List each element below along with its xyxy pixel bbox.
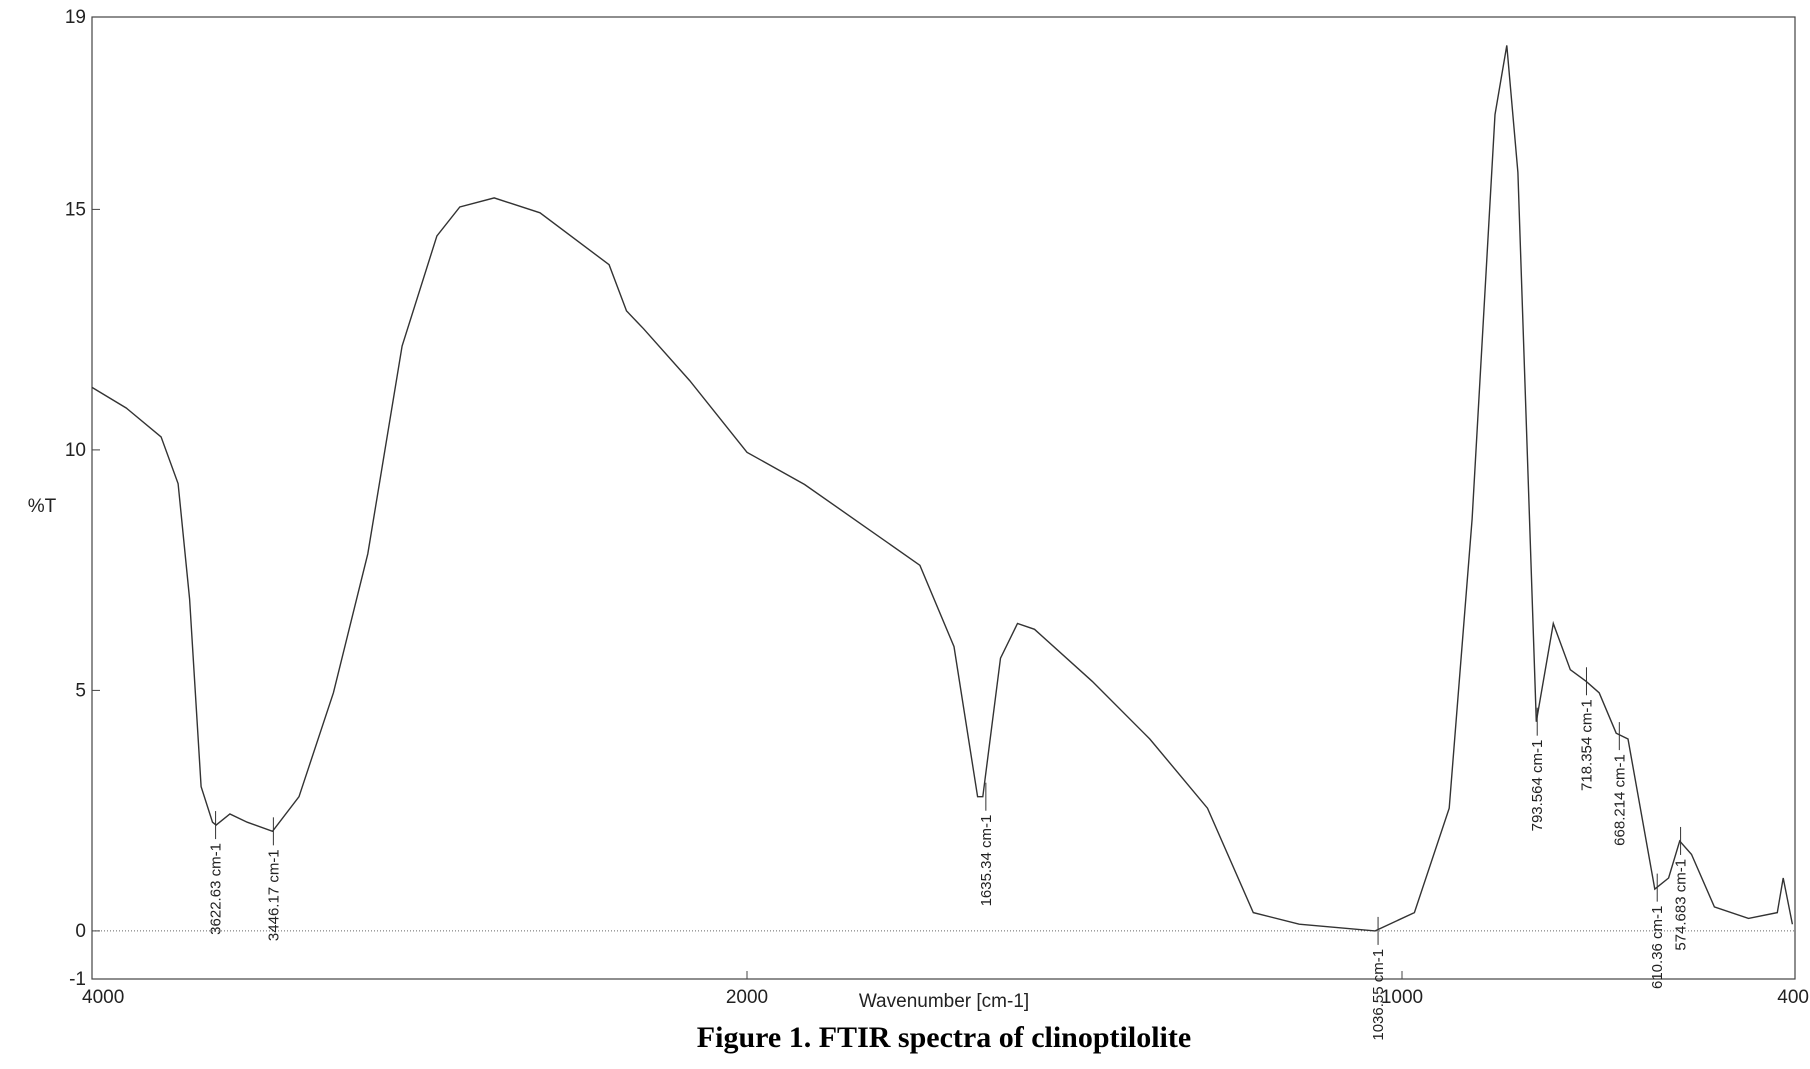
peak-label: 1635.34 cm-1 bbox=[978, 815, 995, 907]
x-tick-label: 1000 bbox=[1381, 987, 1423, 1008]
peak-label: 668.214 cm-1 bbox=[1611, 754, 1628, 846]
y-tick-label: 10 bbox=[65, 440, 86, 461]
x-tick-label: 4000 bbox=[82, 987, 124, 1008]
plot-frame bbox=[91, 16, 1796, 980]
peak-label: 718.354 cm-1 bbox=[1578, 699, 1595, 791]
caption: Figure 1. FTIR spectra of clinoptilolite bbox=[697, 1021, 1191, 1054]
peak-label: 574.683 cm-1 bbox=[1673, 859, 1690, 951]
peak-label: 3446.17 cm-1 bbox=[265, 849, 282, 941]
peak-label: 1036.55 cm-1 bbox=[1370, 949, 1387, 1041]
y-tick-label: 0 bbox=[75, 921, 86, 942]
peak-label: 610.36 cm-1 bbox=[1649, 906, 1666, 989]
y-tick-label: 19 bbox=[65, 7, 86, 28]
y-axis-label: %T bbox=[28, 496, 57, 517]
y-tick-label: 5 bbox=[75, 680, 86, 701]
x-tick-label: 400 bbox=[1777, 987, 1809, 1008]
spectrum-line bbox=[91, 45, 1794, 932]
x-axis-label: Wavenumber [cm-1] bbox=[859, 991, 1029, 1012]
y-tick-label: -1 bbox=[69, 969, 86, 990]
peak-label: 3622.63 cm-1 bbox=[208, 843, 225, 935]
peak-label: 793.564 cm-1 bbox=[1529, 740, 1546, 832]
y-tick-label: 15 bbox=[65, 199, 86, 220]
x-tick-label: 2000 bbox=[726, 987, 768, 1008]
